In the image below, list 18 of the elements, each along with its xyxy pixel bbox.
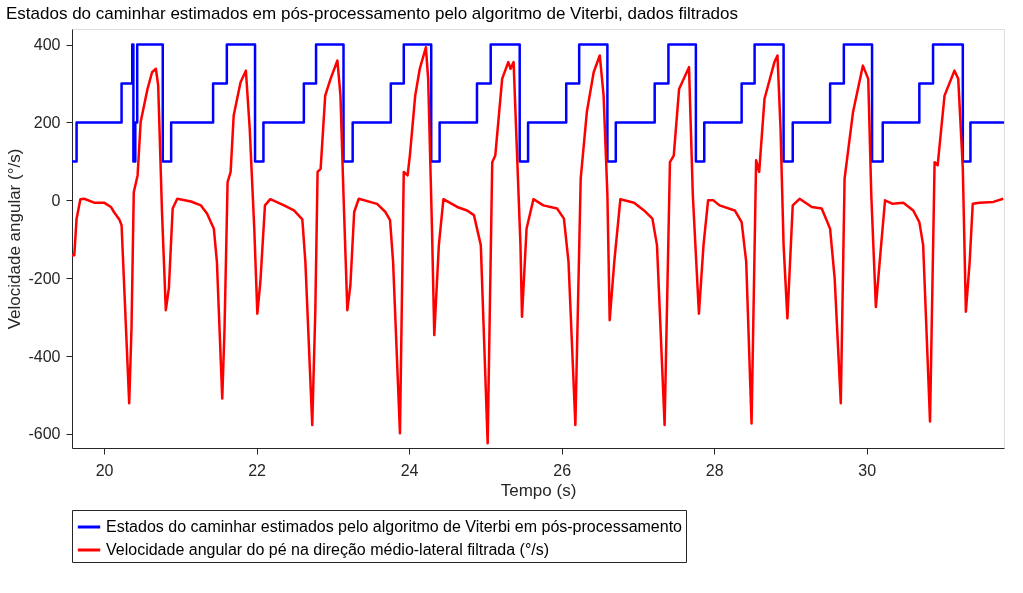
x-tick-label: 24 (400, 461, 419, 479)
x-tick-label: 30 (858, 461, 877, 479)
x-tick-label: 20 (95, 461, 114, 479)
y-axis-title: Velocidade angular (°/s) (5, 148, 25, 330)
legend-label: Estados do caminhar estimados pelo algoritmo de Viterbi em pós-processamento (106, 518, 683, 535)
y-tick-label: -200 (28, 269, 61, 287)
y-tick-label: 400 (33, 36, 61, 54)
x-tick-label: 28 (705, 461, 724, 479)
x-axis-title: Tempo (s) (500, 480, 577, 500)
chart-title: Estados do caminhar estimados em pós-processamento pelo algoritmo de Viterbi, dados filtrados (5, 4, 738, 23)
legend-label: Velocidade angular do pé na direção médio-lateral filtrada (°/s) (106, 541, 550, 558)
y-tick-label: 200 (33, 113, 61, 131)
line-series (72, 46, 1004, 445)
x-tick-label: 22 (248, 461, 267, 479)
y-tick-label: -400 (28, 347, 61, 365)
y-tick-label: 0 (51, 191, 61, 209)
x-tick-label: 26 (553, 461, 572, 479)
y-tick-label: -600 (28, 425, 61, 443)
